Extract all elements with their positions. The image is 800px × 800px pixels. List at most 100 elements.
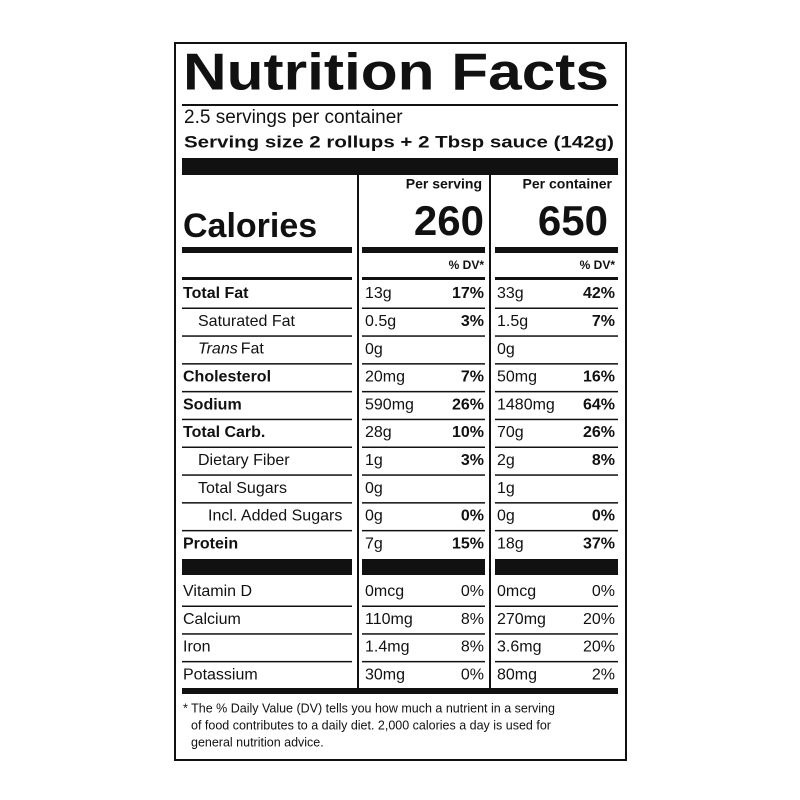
amount: 13g [365,285,392,302]
servings: 2.5 servings per container [184,107,403,128]
amount: 70g [497,424,524,441]
thick-bar [362,559,485,575]
daily-value: 0% [461,583,484,600]
thick-bar [182,158,618,175]
thick-rule [495,247,618,253]
daily-value: 0% [461,508,484,525]
calories-label: Calories [183,207,317,245]
amount: 1g [497,480,515,497]
row-rule [182,529,352,532]
thick-rule [182,247,352,253]
daily-value: 26% [583,424,615,441]
row-rule [495,418,618,421]
row-rule [182,474,352,476]
row-rule [182,307,352,309]
row-rule [362,529,485,532]
daily-value: 2% [592,666,615,683]
amount: 30mg [365,666,405,683]
row-rule [362,307,485,309]
row-rule [362,633,485,635]
row-rule [182,502,352,504]
row-rule [495,529,618,532]
amount: 0g [497,508,515,525]
amount: 0g [365,508,383,525]
daily-value: 17% [452,285,484,302]
amount: 28g [365,424,392,441]
nutrient-name: Incl. Added Sugars [208,508,342,525]
thick-bar [182,688,618,694]
column-header: Per container [523,176,613,192]
daily-value: 7% [592,313,615,330]
footnote-line: * The % Daily Value (DV) tells you how m… [183,701,555,715]
thick-bar [182,559,352,575]
amount: 0g [365,341,383,358]
row-rule [495,633,618,635]
nutrient-name: Saturated Fat [198,313,296,330]
column-divider [489,175,491,688]
daily-value: 8% [461,639,484,656]
nutrient-name: Cholesterol [183,369,271,386]
row-rule [182,363,352,365]
row-rule [495,363,618,365]
daily-value: 64% [583,396,615,413]
nutrient-name: Dietary Fiber [198,452,290,469]
vitamin-name: Vitamin D [183,583,252,600]
daily-value: 20% [583,639,615,656]
footnote-line: of food contributes to a daily diet. 2,0… [191,718,551,732]
rule [182,104,618,106]
amount: 80mg [497,666,537,683]
amount: 0g [365,480,383,497]
serving-size: Serving size 2 rollups + 2 Tbsp sauce (1… [184,132,614,151]
dv-header: % DV* [449,258,485,272]
row-rule [182,390,352,393]
amount: 270mg [497,611,546,628]
amount: 18g [497,535,524,552]
row-rule [362,335,485,337]
nutrient-name: Fat [241,341,265,358]
calories-value: 650 [538,197,608,244]
row-rule [495,335,618,337]
nutrient-name: Total Fat [183,285,249,302]
footnote-line: general nutrition advice. [191,735,324,749]
amount: 0.5g [365,313,396,330]
amount: 1.5g [497,313,528,330]
row-rule [362,446,485,448]
amount: 110mg [365,611,413,628]
amount: 0g [497,341,515,358]
row-rule [495,660,618,663]
row-rule [362,418,485,421]
row-rule [495,474,618,476]
vitamin-name: Calcium [183,611,241,628]
column-header: Per serving [406,176,482,192]
daily-value: 42% [583,285,615,302]
medium-rule [495,277,618,280]
amount: 0mcg [497,583,536,600]
amount: 50mg [497,369,537,386]
amount: 20mg [365,369,405,386]
nutrient-name: Trans Fat [198,341,264,358]
amount: 0mcg [365,583,404,600]
row-rule [362,363,485,365]
daily-value: 10% [452,424,484,441]
row-rule [362,390,485,393]
footnote: * The % Daily Value (DV) tells you how m… [183,701,555,749]
row-rule [182,605,352,607]
thick-bar [495,559,618,575]
row-rule [495,390,618,393]
row-rule [495,307,618,309]
amount: 2g [497,452,515,469]
row-rule [362,605,485,607]
daily-value: 3% [461,452,484,469]
row-rule [362,660,485,663]
row-rule [182,633,352,635]
daily-value: 15% [452,535,484,552]
row-rule [182,335,352,337]
row-rule [182,446,352,448]
amount: 33g [497,285,524,302]
daily-value: 0% [461,666,484,683]
row-rule [495,502,618,504]
thick-rule [362,247,485,253]
daily-value: 3% [461,313,484,330]
column-divider [357,175,359,688]
